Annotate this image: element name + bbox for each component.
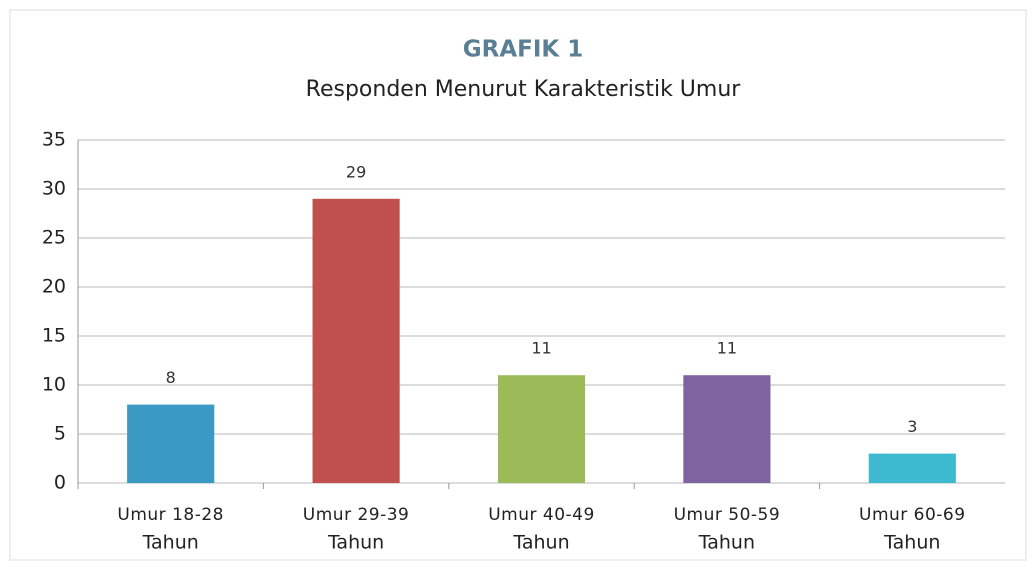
value-label: 8 (166, 368, 176, 387)
y-tick-label: 10 (42, 374, 66, 396)
x-tick-label: Umur 29-39 (303, 505, 410, 525)
chart-subtitle: Responden Menurut Karakteristik Umur (306, 77, 742, 102)
chart-title: GRAFIK 1 (463, 37, 584, 63)
value-label: 3 (907, 417, 917, 436)
x-tick-label: Tahun (327, 532, 384, 554)
y-tick-label: 5 (54, 423, 66, 445)
y-tick-label: 35 (42, 129, 66, 151)
y-tick-label: 0 (54, 472, 66, 494)
y-tick-label: 30 (42, 178, 66, 200)
x-tick-label: Tahun (883, 532, 940, 554)
x-tick-label: Umur 40-49 (488, 505, 595, 525)
y-tick-label: 15 (42, 325, 66, 347)
bar (497, 375, 586, 483)
x-tick-label: Tahun (512, 532, 569, 554)
x-tick-label: Umur 50-59 (674, 505, 781, 525)
y-tick-label: 20 (42, 276, 66, 298)
value-label: 11 (531, 339, 551, 358)
value-label: 29 (346, 162, 366, 181)
x-tick-label: Tahun (142, 532, 199, 554)
bar (127, 404, 215, 483)
value-label: 11 (717, 339, 737, 358)
bar (868, 453, 956, 483)
x-tick-label: Umur 18-28 (117, 505, 224, 525)
bar (683, 375, 771, 483)
x-tick-label: Umur 60-69 (859, 505, 966, 525)
y-tick-label: 25 (42, 227, 66, 249)
x-tick-label: Tahun (698, 532, 755, 554)
bar (312, 198, 400, 484)
